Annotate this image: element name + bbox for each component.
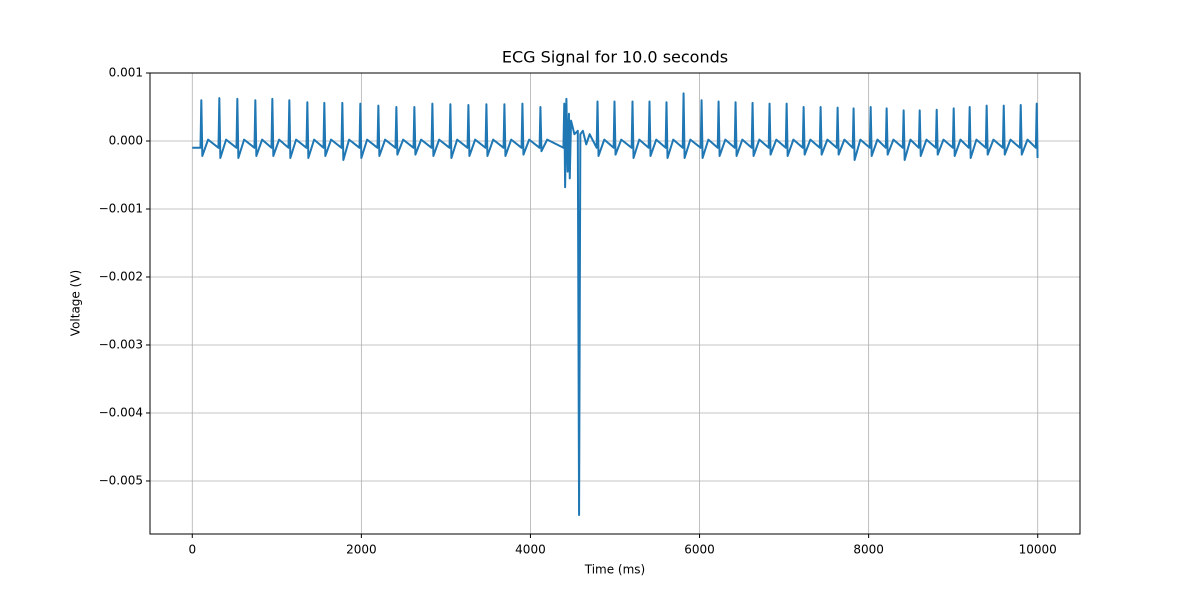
y-tick-label: −0.005 xyxy=(99,473,143,487)
x-tick-label: 0 xyxy=(188,543,196,557)
y-tick-label: −0.003 xyxy=(99,337,143,351)
y-tick-label: 0.001 xyxy=(109,66,143,80)
y-tick-label: 0.000 xyxy=(109,133,143,147)
y-tick-label: −0.001 xyxy=(99,201,143,215)
y-tick-label: −0.002 xyxy=(99,269,143,283)
x-tick-label: 6000 xyxy=(684,543,715,557)
x-tick-label: 8000 xyxy=(853,543,884,557)
x-axis-label: Time (ms) xyxy=(584,563,646,577)
chart-title: ECG Signal for 10.0 seconds xyxy=(502,48,728,67)
y-axis-label: Voltage (V) xyxy=(69,270,83,336)
signal-line xyxy=(192,92,1039,516)
x-tick-label: 4000 xyxy=(515,543,546,557)
x-tick-label: 10000 xyxy=(1019,543,1057,557)
x-tick-label: 2000 xyxy=(346,543,377,557)
plot-frame xyxy=(149,72,1081,535)
y-tick-label: −0.004 xyxy=(99,405,143,419)
